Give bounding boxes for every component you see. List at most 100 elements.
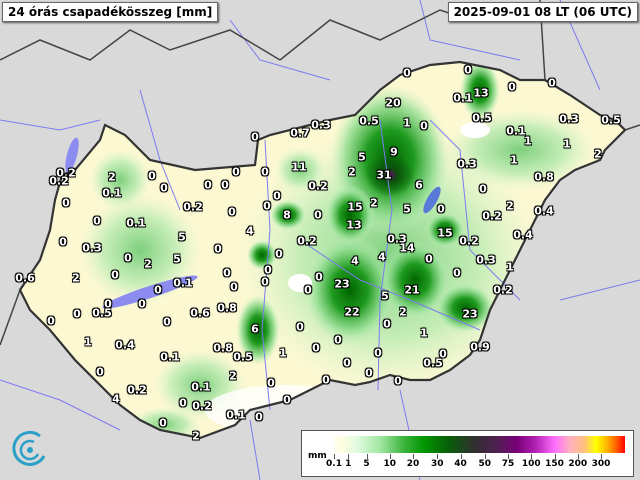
- station-value: 0: [232, 165, 240, 179]
- station-value: 0: [261, 165, 269, 179]
- legend-tick-label: 20: [406, 459, 420, 469]
- station-value: 6: [251, 322, 259, 336]
- station-value: 22: [344, 305, 360, 319]
- station-value: 2: [108, 170, 116, 184]
- legend-tick: [601, 454, 602, 459]
- station-value: 0.1: [160, 350, 180, 364]
- station-value: 0: [163, 315, 171, 329]
- station-value: 0: [314, 208, 322, 222]
- station-value: 23: [462, 307, 478, 321]
- station-value: 4: [112, 392, 120, 406]
- lake-ferto: [65, 137, 79, 173]
- station-value: 0: [261, 275, 269, 289]
- map-title: 24 órás csapadékösszeg [mm]: [2, 2, 219, 22]
- station-value: 15: [437, 226, 453, 240]
- lake-balaton: [102, 275, 198, 309]
- station-value: 0.8: [213, 341, 233, 355]
- station-value: 0: [93, 214, 101, 228]
- station-value: 23: [334, 277, 350, 291]
- station-value: 1: [524, 134, 532, 148]
- station-value: 0.3: [559, 112, 579, 126]
- neighbour-borders: [0, 0, 640, 346]
- station-value: 0: [383, 317, 391, 331]
- legend-tick: [413, 454, 414, 459]
- station-value: 0: [464, 63, 472, 77]
- station-value: 0.6: [15, 271, 35, 285]
- station-value: 0.2: [183, 200, 203, 214]
- station-value: 0.3: [387, 232, 407, 246]
- station-value: 0: [111, 268, 119, 282]
- station-value: 0.7: [290, 126, 310, 140]
- station-value: 2: [594, 147, 602, 161]
- station-value: 0: [453, 266, 461, 280]
- station-value: 0.5: [423, 356, 443, 370]
- legend-tick-label: 50: [478, 459, 492, 469]
- station-value: 0.3: [476, 253, 496, 267]
- station-value: 0: [508, 80, 516, 94]
- legend-tick-label: 10: [383, 459, 397, 469]
- lake-tisza: [423, 186, 441, 214]
- station-value: 0.1: [226, 408, 246, 422]
- legend-tick-label: 40: [454, 459, 467, 469]
- station-value: 0: [439, 347, 447, 361]
- station-value: 1: [563, 137, 571, 151]
- legend-tick-label: 1: [345, 459, 352, 469]
- station-value: 2: [229, 369, 237, 383]
- station-value: 0: [273, 189, 281, 203]
- station-value: 31: [376, 168, 392, 182]
- station-value: 2: [370, 196, 378, 210]
- station-value: 20: [385, 96, 401, 110]
- station-value: 0.1: [126, 216, 146, 230]
- station-value: 0.5: [92, 306, 112, 320]
- station-value: 0: [394, 374, 402, 388]
- station-value: 5: [358, 150, 366, 164]
- station-value: 0: [138, 297, 146, 311]
- station-value: 4: [246, 224, 254, 238]
- station-value: 0.2: [297, 234, 317, 248]
- station-value: 0: [124, 251, 132, 265]
- station-value: 0.1: [506, 124, 526, 138]
- legend-tick: [554, 454, 556, 459]
- station-value: 0.5: [233, 350, 253, 364]
- station-value: 13: [473, 86, 489, 100]
- station-value: 21: [404, 283, 420, 297]
- station-value: 0: [96, 365, 104, 379]
- station-value: 0.3: [311, 118, 331, 132]
- station-value: 0.3: [82, 241, 102, 255]
- station-value: 0: [104, 297, 112, 311]
- station-value: 1: [420, 326, 428, 340]
- legend-tick: [366, 454, 368, 459]
- station-value: 1: [84, 335, 92, 349]
- station-value: 0: [334, 333, 342, 347]
- station-value: 0: [228, 205, 236, 219]
- station-value: 6: [415, 178, 423, 192]
- station-value: 2: [399, 305, 407, 319]
- legend-tick-label: 30: [430, 459, 444, 469]
- station-value: 0: [204, 178, 212, 192]
- station-value: 0: [365, 366, 373, 380]
- station-value: 0: [159, 416, 167, 430]
- station-value: 0: [275, 247, 283, 261]
- legend-tick: [577, 454, 579, 459]
- station-value: 13: [346, 218, 362, 232]
- station-value: 0: [296, 320, 304, 334]
- station-value: 0: [251, 130, 259, 144]
- logo-icon: [12, 430, 46, 466]
- timestamp: 2025-09-01 08 LT (06 UTC): [447, 2, 638, 22]
- legend-tick: [437, 454, 439, 459]
- station-value: 0: [62, 196, 70, 210]
- station-value: 0: [403, 66, 411, 80]
- legend-tick-label: 300: [591, 459, 611, 469]
- station-value: 0.2: [127, 383, 147, 397]
- station-value: 0.1: [191, 380, 211, 394]
- station-value: 0: [148, 169, 156, 183]
- station-value: 0: [221, 178, 229, 192]
- station-value: 0.5: [601, 113, 621, 127]
- station-value: 5: [178, 230, 186, 244]
- station-value: 0.3: [457, 157, 477, 171]
- station-value: 0.4: [513, 228, 533, 242]
- station-value: 0: [179, 396, 187, 410]
- station-value: 0: [255, 410, 263, 424]
- legend-tick: [334, 454, 335, 459]
